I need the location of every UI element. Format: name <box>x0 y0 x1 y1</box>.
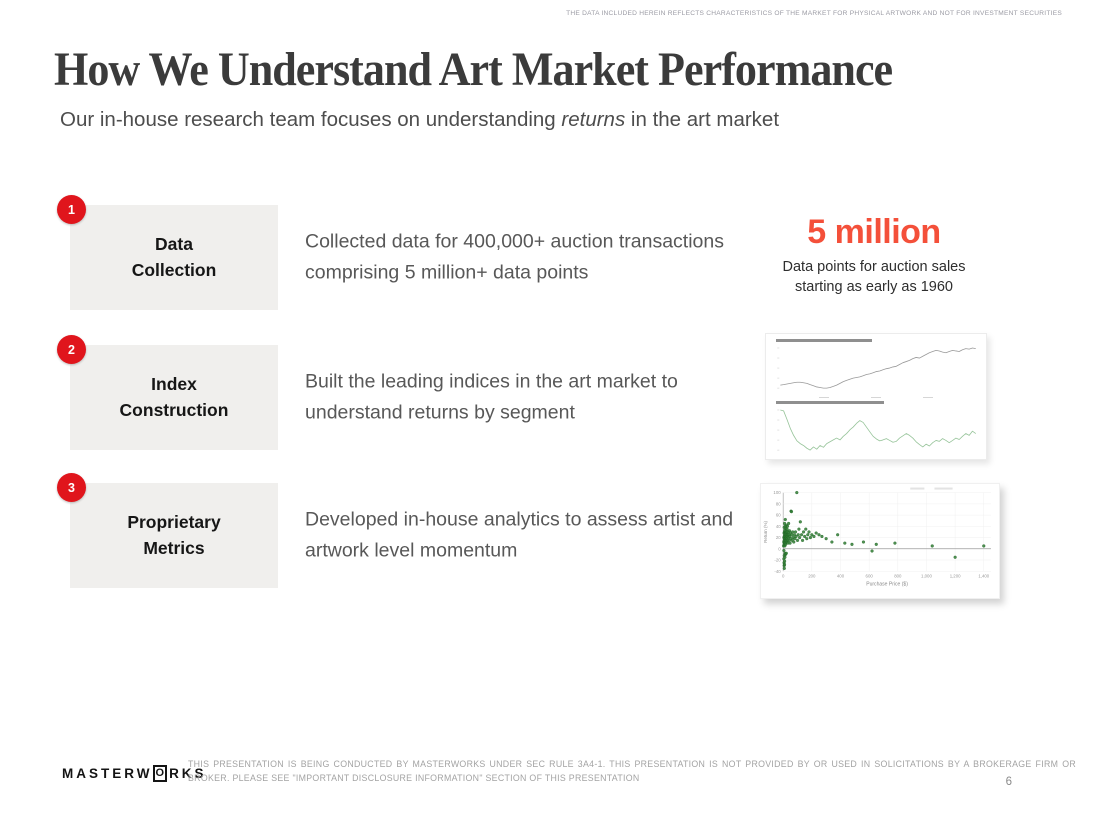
subtitle-prefix: Our in-house research team focuses on un… <box>60 108 562 131</box>
step-title-line: Construction <box>119 399 229 420</box>
step-description: Collected data for 400,000+ auction tran… <box>305 229 724 284</box>
logo-text: MASTERW <box>62 766 153 781</box>
subtitle-suffix: in the art market <box>625 108 780 131</box>
svg-text:20: 20 <box>776 535 781 540</box>
subtitle-italic-word: returns <box>561 108 626 131</box>
step-number-badge: 2 <box>57 335 86 364</box>
step-row-index-construction: 2 Index Construction Built the leading i… <box>0 333 1100 460</box>
step-number-badge: 3 <box>57 473 86 502</box>
step-row-proprietary-metrics: 3 Proprietary Metrics Developed in-house… <box>0 473 1100 599</box>
masterworks-logo: MASTERW O RKS <box>62 765 207 782</box>
step-row-data-collection: 1 Data Collection Collected data for 400… <box>0 195 1100 310</box>
step-title-box: Index Construction <box>70 345 278 450</box>
footer-disclaimer: THIS PRESENTATION IS BEING CONDUCTED BY … <box>188 759 1076 784</box>
index-chart-thumbnail <box>765 333 987 460</box>
step-title-line: Data <box>155 234 193 255</box>
svg-text:-40: -40 <box>774 569 781 574</box>
step-title-line: Proprietary <box>127 512 221 533</box>
index-chart-bottom-panel <box>768 400 984 457</box>
axis-ticks-microtext <box>768 395 984 400</box>
svg-text:1,400: 1,400 <box>978 573 989 578</box>
svg-text:-20: -20 <box>774 558 781 563</box>
svg-text:800: 800 <box>894 573 902 578</box>
svg-text:0: 0 <box>778 546 781 551</box>
svg-text:Return (%): Return (%) <box>763 521 768 543</box>
scatter-plot: 0 200 400 600 800 1,000 1,200 1,400100806040200… <box>763 487 991 587</box>
step-title-line: Index <box>151 374 197 395</box>
page-title: How We Understand Art Market Performance <box>54 43 893 96</box>
svg-text:40: 40 <box>776 524 781 529</box>
logo-text: RKS <box>169 766 207 781</box>
panel-title-microtext <box>776 339 872 342</box>
line-chart-bottom <box>777 409 977 451</box>
step-description: Built the leading indices in the art mar… <box>305 369 678 424</box>
scatter-chart-thumbnail: 0 200 400 600 800 1,000 1,200 1,400 100 80 60 40 20 0… <box>760 483 1000 599</box>
svg-text:80: 80 <box>776 501 781 506</box>
svg-text:400: 400 <box>837 573 845 578</box>
panel-title-microtext <box>776 401 884 404</box>
svg-text:60: 60 <box>776 513 781 518</box>
page-subtitle: Our in-house research team focuses on un… <box>60 108 779 132</box>
svg-text:0: 0 <box>782 573 785 578</box>
line-chart-top <box>777 347 976 389</box>
stat-number: 5 million <box>807 213 941 251</box>
page-number: 6 <box>1005 776 1012 788</box>
step-description: Developed in-house analytics to assess a… <box>305 507 734 562</box>
logo-o-mark-icon: O <box>152 765 168 782</box>
step-title-line: Collection <box>131 259 217 280</box>
step-number-badge: 1 <box>57 195 86 224</box>
step-title-box: Proprietary Metrics <box>70 483 278 588</box>
stat-block: 5 million Data points for auction sales … <box>768 213 980 297</box>
top-disclaimer: THE DATA INCLUDED HEREIN REFLECTS CHARAC… <box>566 10 1062 17</box>
step-title-line: Metrics <box>143 537 205 558</box>
step-title-box: Data Collection <box>70 205 278 310</box>
svg-text:600: 600 <box>866 573 874 578</box>
svg-text:Purchase Price ($): Purchase Price ($) <box>866 581 908 587</box>
index-chart-top-panel <box>768 338 984 395</box>
svg-text:200: 200 <box>808 573 816 578</box>
svg-text:1,200: 1,200 <box>950 573 961 578</box>
svg-text:100: 100 <box>773 490 781 495</box>
stat-caption: Data points for auction sales starting a… <box>782 259 966 295</box>
svg-text:1,000: 1,000 <box>921 573 932 578</box>
